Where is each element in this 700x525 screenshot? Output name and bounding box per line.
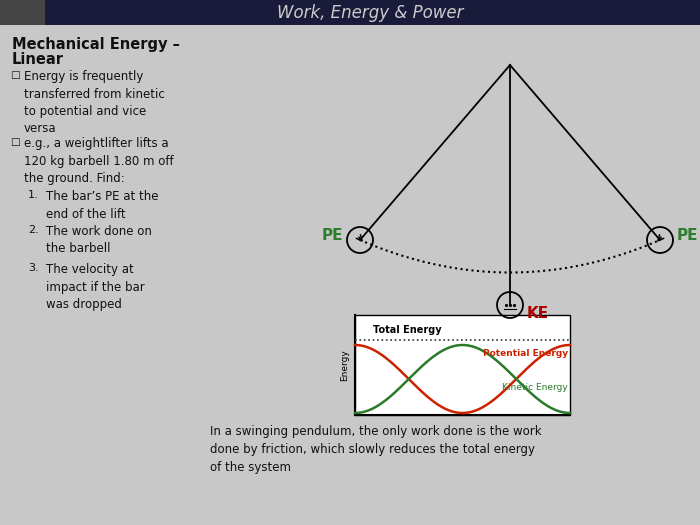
Text: □: □ xyxy=(10,137,20,147)
Text: PE: PE xyxy=(677,228,699,244)
Text: KE: KE xyxy=(527,306,549,320)
FancyBboxPatch shape xyxy=(0,0,45,25)
Text: Energy is frequently
transferred from kinetic
to potential and vice
versa: Energy is frequently transferred from ki… xyxy=(24,70,164,135)
Text: e.g., a weightlifter lifts a
120 kg barbell 1.80 m off
the ground. Find:: e.g., a weightlifter lifts a 120 kg barb… xyxy=(24,137,174,185)
Text: The work done on
the barbell: The work done on the barbell xyxy=(46,225,152,256)
FancyBboxPatch shape xyxy=(355,315,570,415)
Text: Work, Energy & Power: Work, Energy & Power xyxy=(276,4,463,22)
Text: Linear: Linear xyxy=(12,52,64,67)
Text: PE: PE xyxy=(321,228,343,244)
Text: In a swinging pendulum, the only work done is the work
done by friction, which s: In a swinging pendulum, the only work do… xyxy=(210,425,542,474)
Text: 2.: 2. xyxy=(28,225,38,235)
Text: 3.: 3. xyxy=(28,263,38,273)
Text: Energy: Energy xyxy=(340,349,349,381)
Text: Mechanical Energy –: Mechanical Energy – xyxy=(12,37,180,52)
FancyBboxPatch shape xyxy=(0,0,700,25)
Text: The bar’s PE at the
end of the lift: The bar’s PE at the end of the lift xyxy=(46,190,158,220)
Text: Total Energy: Total Energy xyxy=(373,325,442,335)
Text: The velocity at
impact if the bar
was dropped: The velocity at impact if the bar was dr… xyxy=(46,263,145,311)
Text: □: □ xyxy=(10,70,20,80)
Text: Potential Energy: Potential Energy xyxy=(483,349,568,358)
Text: Kinetic Energy: Kinetic Energy xyxy=(503,383,568,392)
Text: 1.: 1. xyxy=(28,190,38,200)
